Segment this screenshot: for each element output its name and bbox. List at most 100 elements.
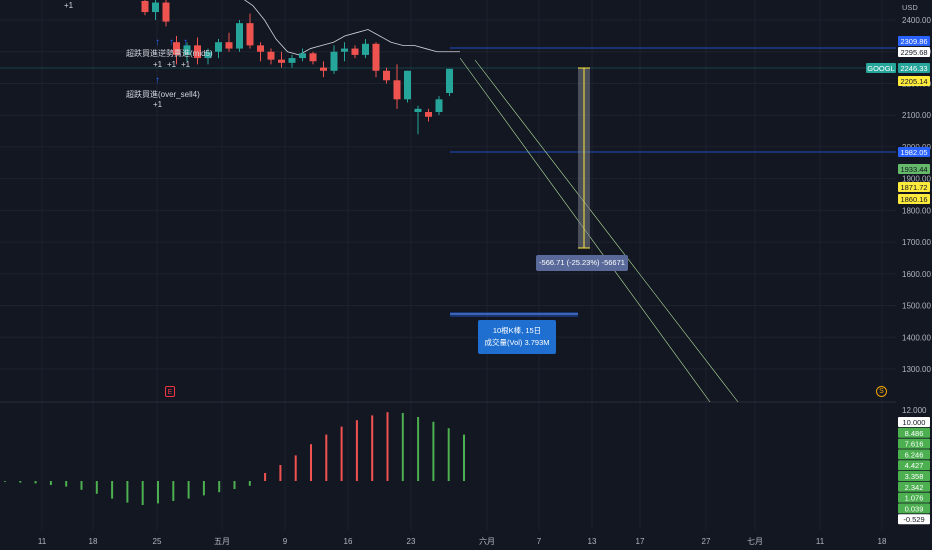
price-tick-label: 2100.00 <box>902 111 931 120</box>
osc-tag: 10.000 <box>898 417 930 427</box>
svg-text:6.246: 6.246 <box>905 450 924 459</box>
svg-text:2246.33: 2246.33 <box>900 64 927 73</box>
time-tick-label: 11 <box>38 537 47 546</box>
measure-label: -566.71 (-25.23%) -56671 <box>536 255 628 271</box>
candle <box>162 0 170 27</box>
signal-count: +1 <box>167 60 177 69</box>
candle <box>383 67 390 84</box>
svg-text:1982.05: 1982.05 <box>900 148 927 157</box>
candle <box>141 0 149 16</box>
price-tick-label: 1500.00 <box>902 302 931 311</box>
osc-tag: 7.616 <box>898 438 930 449</box>
osc-tag: 8.486 <box>898 427 930 438</box>
price-tag: 2295.68 <box>898 47 930 57</box>
svg-text:2295.68: 2295.68 <box>900 48 927 57</box>
candle <box>267 48 275 65</box>
time-tick-label: 17 <box>636 537 645 546</box>
time-tick-label: 18 <box>89 537 98 546</box>
osc-tick-label: 12.000 <box>902 406 927 415</box>
time-tick-label: 16 <box>344 537 353 546</box>
svg-text:1.076: 1.076 <box>905 494 924 503</box>
candle <box>372 42 380 78</box>
candle <box>393 64 401 109</box>
price-tags: 2309.86 2295.68 GOOGL 2246.33 2205.14 1982.05… <box>866 36 930 204</box>
top-signal-count: +1 <box>64 1 74 10</box>
price-tick-label: 1300.00 <box>902 365 931 374</box>
horizontal-levels <box>0 47 896 403</box>
price-tag: 2246.33 <box>898 63 930 73</box>
price-tag: 1933.44 <box>898 164 930 174</box>
price-tick-label: 1800.00 <box>902 206 931 215</box>
price-tag: 1982.05 <box>898 147 930 157</box>
osc-tag: 2.342 <box>898 481 930 492</box>
price-tick-label: 2400.00 <box>902 16 931 25</box>
svg-text:2205.14: 2205.14 <box>900 77 927 86</box>
candle <box>278 51 285 68</box>
date-range-tool[interactable] <box>450 312 578 317</box>
osc-tag: 0.039 <box>898 503 930 514</box>
svg-text:1933.44: 1933.44 <box>900 165 927 174</box>
candle <box>257 42 264 62</box>
osc-tag: 3.358 <box>898 471 930 481</box>
price-tag: 1871.72 <box>898 182 930 192</box>
candle <box>446 68 453 97</box>
candlesticks <box>141 0 453 135</box>
candle <box>288 54 296 68</box>
earnings-marker-icon[interactable]: E <box>165 386 175 397</box>
svg-text:2309.86: 2309.86 <box>900 37 927 46</box>
time-tick-label: 7 <box>537 537 542 546</box>
currency-label: USD <box>902 3 918 12</box>
time-tick-label: 25 <box>153 537 162 546</box>
time-tick-label: 11 <box>816 537 825 546</box>
price-tag: 2309.86 <box>898 36 930 46</box>
price-tag: 1860.16 <box>898 194 930 204</box>
price-tag: 2205.14 <box>898 76 930 86</box>
svg-text:GOOGL: GOOGL <box>867 64 895 73</box>
candle <box>435 96 443 116</box>
candle <box>404 70 411 103</box>
signal-label-mid5: 超跌買進逆勢賣進(mid5) <box>126 49 213 58</box>
price-tag: GOOGL <box>866 63 896 73</box>
time-tick-label: 23 <box>407 537 416 546</box>
range-volume-label: 成交量(Vol) 3.793M <box>484 338 550 347</box>
candle <box>299 48 306 62</box>
time-tick-label: 六月 <box>479 536 495 546</box>
candle <box>204 48 212 65</box>
svg-text:1860.16: 1860.16 <box>900 195 927 204</box>
split-marker-icon[interactable]: S <box>876 386 887 397</box>
osc-tag: 4.427 <box>898 460 930 471</box>
price-axis[interactable]: 2400.002300.002200.002100.002000.001900.… <box>902 16 931 415</box>
time-tick-label: 18 <box>878 537 887 546</box>
svg-text:7.616: 7.616 <box>905 440 924 449</box>
candle <box>362 39 369 59</box>
candle <box>215 39 222 59</box>
price-tick-label: 1400.00 <box>902 333 931 342</box>
candle <box>330 45 338 74</box>
candle <box>425 108 432 122</box>
candle <box>309 51 317 65</box>
signal-arrows: ↑ ↑ ↑ ↑ <box>155 37 188 86</box>
grid-lines <box>0 0 896 530</box>
candle <box>414 105 422 135</box>
price-tick-label: 1700.00 <box>902 238 931 247</box>
up-arrow-icon: ↑ <box>155 37 160 48</box>
time-tick-label: 9 <box>283 537 288 546</box>
up-arrow-icon: ↑ <box>155 75 160 86</box>
candle <box>183 42 191 62</box>
measure-tool[interactable] <box>578 67 590 249</box>
time-axis[interactable]: 11 18 25 五月 9 16 23 六月 7 13 17 27 七月 11 18 <box>38 536 887 546</box>
svg-text:0.039: 0.039 <box>905 504 924 513</box>
time-tick-label: 27 <box>702 537 711 546</box>
price-tick-label: 1600.00 <box>902 270 931 279</box>
candle <box>173 35 180 65</box>
candle <box>351 45 359 59</box>
svg-text:8.486: 8.486 <box>905 429 924 438</box>
candle <box>320 61 327 78</box>
svg-text:-0.529: -0.529 <box>903 515 924 524</box>
time-tick-label: 五月 <box>214 537 230 546</box>
osc-tag: -0.529 <box>898 514 930 525</box>
svg-text:4.427: 4.427 <box>905 461 924 470</box>
moving-average-line <box>243 0 460 56</box>
